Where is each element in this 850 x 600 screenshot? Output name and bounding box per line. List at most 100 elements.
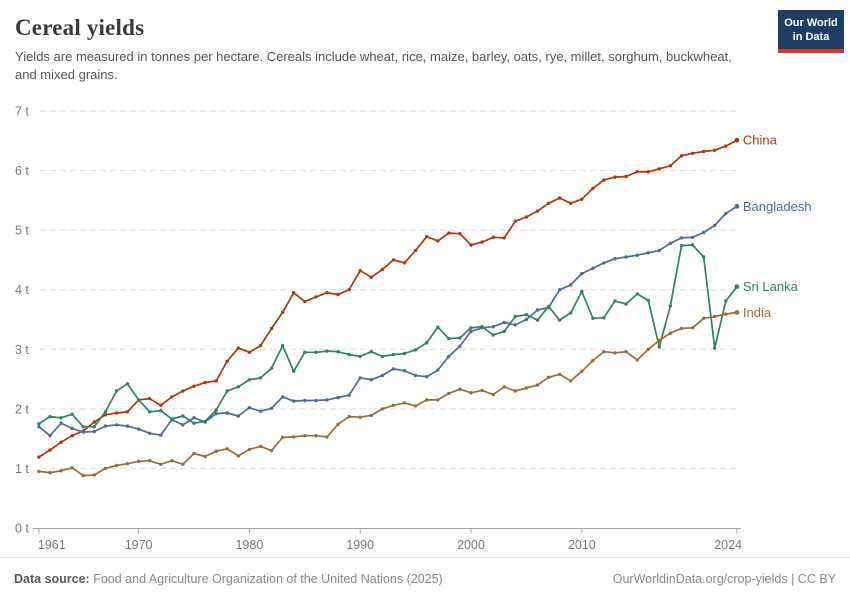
series-point-india[interactable] <box>380 407 385 411</box>
series-point-india[interactable] <box>591 358 595 363</box>
series-line-bangladesh[interactable] <box>38 205 738 437</box>
series-point-bangladesh[interactable] <box>436 368 440 372</box>
series-point-sri-lanka[interactable] <box>358 354 362 359</box>
series-point-sri-lanka[interactable] <box>613 299 617 303</box>
series-point-sri-lanka[interactable] <box>624 302 628 306</box>
series-point-india[interactable] <box>436 398 440 402</box>
series-point-sri-lanka[interactable] <box>513 314 517 319</box>
series-point-bangladesh[interactable] <box>646 251 650 255</box>
series-point-india[interactable] <box>702 316 706 320</box>
series-point-china[interactable] <box>358 269 362 273</box>
series-point-china[interactable] <box>380 267 385 272</box>
series-point-sri-lanka[interactable] <box>502 329 506 334</box>
series-point-china[interactable] <box>336 292 340 297</box>
series-point-india[interactable] <box>679 326 684 331</box>
series-point-india[interactable] <box>125 462 130 466</box>
series-point-bangladesh[interactable] <box>37 425 41 429</box>
series-point-bangladesh[interactable] <box>447 354 451 359</box>
series-point-china[interactable] <box>690 151 695 155</box>
series-point-china[interactable] <box>325 291 329 295</box>
series-point-china[interactable] <box>469 243 473 247</box>
series-point-india[interactable] <box>690 326 695 330</box>
series-point-bangladesh[interactable] <box>591 266 595 270</box>
series-point-india[interactable] <box>458 387 462 391</box>
series-point-china[interactable] <box>159 403 163 407</box>
series-point-india[interactable] <box>292 435 296 439</box>
series-point-sri-lanka[interactable] <box>690 243 695 247</box>
series-point-bangladesh[interactable] <box>225 411 229 415</box>
series-point-india[interactable] <box>81 473 85 478</box>
series-point-sri-lanka[interactable] <box>103 410 108 414</box>
series-point-sri-lanka[interactable] <box>657 345 661 349</box>
series-point-china[interactable] <box>657 167 661 171</box>
series-point-china[interactable] <box>713 148 717 152</box>
series-point-sri-lanka[interactable] <box>170 417 174 421</box>
footer-license-link[interactable]: | CC BY <box>787 572 836 586</box>
series-point-india[interactable] <box>557 372 562 376</box>
series-point-india[interactable] <box>325 435 329 439</box>
series-point-india[interactable] <box>513 389 517 393</box>
series-point-china[interactable] <box>347 288 351 292</box>
series-point-sri-lanka[interactable] <box>591 316 595 320</box>
series-point-india[interactable] <box>236 454 240 458</box>
series-point-china[interactable] <box>624 174 628 179</box>
series-point-bangladesh[interactable] <box>580 271 584 276</box>
series-point-india[interactable] <box>159 462 163 466</box>
series-point-bangladesh[interactable] <box>668 241 673 245</box>
series-point-india[interactable] <box>580 369 584 373</box>
series-point-india[interactable] <box>646 347 650 351</box>
series-point-bangladesh[interactable] <box>402 369 407 373</box>
series-point-bangladesh[interactable] <box>369 378 373 382</box>
series-point-sri-lanka[interactable] <box>148 410 152 414</box>
series-point-china[interactable] <box>447 231 451 235</box>
series-point-sri-lanka[interactable] <box>192 421 196 425</box>
series-line-sri-lanka[interactable] <box>38 244 738 428</box>
series-point-india[interactable] <box>136 459 141 463</box>
series-point-sri-lanka[interactable] <box>269 366 274 370</box>
series-point-bangladesh[interactable] <box>292 399 296 403</box>
series-point-sri-lanka[interactable] <box>535 318 540 322</box>
series-point-china[interactable] <box>734 137 740 143</box>
series-point-india[interactable] <box>734 310 740 315</box>
series-point-china[interactable] <box>292 291 296 295</box>
series-label-bangladesh[interactable]: Bangladesh <box>743 199 812 214</box>
series-point-sri-lanka[interactable] <box>480 325 484 329</box>
series-point-india[interactable] <box>103 466 108 471</box>
series-point-bangladesh[interactable] <box>635 253 639 257</box>
series-point-bangladesh[interactable] <box>303 398 307 403</box>
series-point-china[interactable] <box>48 448 52 452</box>
series-point-sri-lanka[interactable] <box>557 318 562 322</box>
series-point-bangladesh[interactable] <box>347 393 351 397</box>
series-point-sri-lanka[interactable] <box>668 304 673 308</box>
series-label-sri-lanka[interactable]: Sri Lanka <box>743 279 799 294</box>
series-point-china[interactable] <box>148 397 152 401</box>
series-point-sri-lanka[interactable] <box>70 412 74 416</box>
series-point-india[interactable] <box>358 415 362 419</box>
series-point-india[interactable] <box>491 392 495 397</box>
series-point-india[interactable] <box>258 444 263 449</box>
series-point-sri-lanka[interactable] <box>602 316 606 320</box>
series-point-india[interactable] <box>114 463 119 468</box>
series-point-china[interactable] <box>125 410 130 414</box>
series-point-bangladesh[interactable] <box>613 257 617 261</box>
series-point-china[interactable] <box>114 411 119 415</box>
series-point-sri-lanka[interactable] <box>159 408 163 413</box>
series-point-china[interactable] <box>369 275 373 279</box>
series-point-bangladesh[interactable] <box>269 406 274 410</box>
series-point-bangladesh[interactable] <box>92 429 97 434</box>
series-point-sri-lanka[interactable] <box>314 350 318 354</box>
series-point-bangladesh[interactable] <box>148 431 152 435</box>
series-point-india[interactable] <box>369 413 373 418</box>
series-point-sri-lanka[interactable] <box>546 304 551 309</box>
series-point-india[interactable] <box>413 404 418 408</box>
series-point-china[interactable] <box>192 384 196 388</box>
series-point-bangladesh[interactable] <box>679 236 684 240</box>
series-point-bangladesh[interactable] <box>425 375 429 379</box>
series-point-china[interactable] <box>524 215 529 219</box>
series-point-sri-lanka[interactable] <box>580 289 584 294</box>
series-point-bangladesh[interactable] <box>192 416 196 420</box>
series-point-sri-lanka[interactable] <box>258 376 263 380</box>
series-point-sri-lanka[interactable] <box>635 292 639 296</box>
series-point-bangladesh[interactable] <box>657 248 661 253</box>
series-point-china[interactable] <box>679 154 684 158</box>
